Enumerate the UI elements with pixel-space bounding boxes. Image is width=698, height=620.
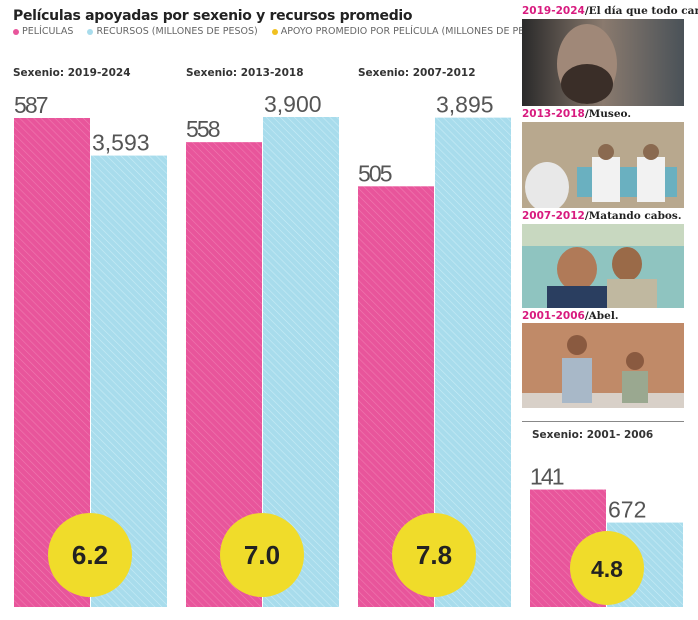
photo-el-dia-que-todo-cambio [522,19,684,106]
group-label: Sexenio: 2001- 2006 [532,429,654,441]
photo-caption: 2001-2006/Abel. [522,310,619,322]
label-peliculas: 505 [358,160,393,186]
photo-matando-cabos [522,224,684,308]
group-label: Sexenio: 2007-2012 [358,67,476,79]
divider [522,421,684,422]
circle-apoyo [220,513,304,597]
photo-caption: 2019-2024/El día que todo cambió. [522,5,698,17]
label-apoyo: 6.2 [72,540,108,570]
label-peliculas: 141 [530,464,565,490]
label-apoyo: 4.8 [591,556,623,582]
label-recursos: 672 [608,497,646,523]
legend-item-peliculas: PELÍCULAS [13,26,73,37]
label-recursos: 3,895 [436,92,494,118]
photo-abel [522,323,684,408]
group-label: Sexenio: 2013-2018 [186,67,304,79]
legend-label: APOYO PROMEDIO POR PELÍCULA (MILLONES DE… [280,26,548,37]
legend: PELÍCULAS RECURSOS (MILLONES DE PESOS) A… [13,26,547,37]
legend-item-recursos: RECURSOS (MILLONES DE PESOS) [87,26,258,37]
circle-apoyo [48,513,132,597]
label-recursos: 3,593 [92,130,150,156]
legend-item-apoyo: APOYO PROMEDIO POR PELÍCULA (MILLONES DE… [271,26,548,37]
label-apoyo: 7.0 [244,540,280,570]
circle-apoyo [392,513,476,597]
photo-caption: 2007-2012/Matando cabos. [522,210,682,222]
chart-title: Películas apoyadas por sexenio y recurso… [13,8,413,24]
label-recursos: 3,900 [264,91,322,117]
label-peliculas: 587 [14,92,49,118]
legend-label: RECURSOS (MILLONES DE PESOS) [96,26,258,37]
photo-caption: 2013-2018/Museo. [522,108,631,120]
group-label: Sexenio: 2019-2024 [13,67,131,79]
label-peliculas: 558 [186,116,221,142]
label-apoyo: 7.8 [416,540,452,570]
legend-label: PELÍCULAS [22,26,74,37]
circle-apoyo [570,531,644,605]
photo-museo [522,122,684,208]
